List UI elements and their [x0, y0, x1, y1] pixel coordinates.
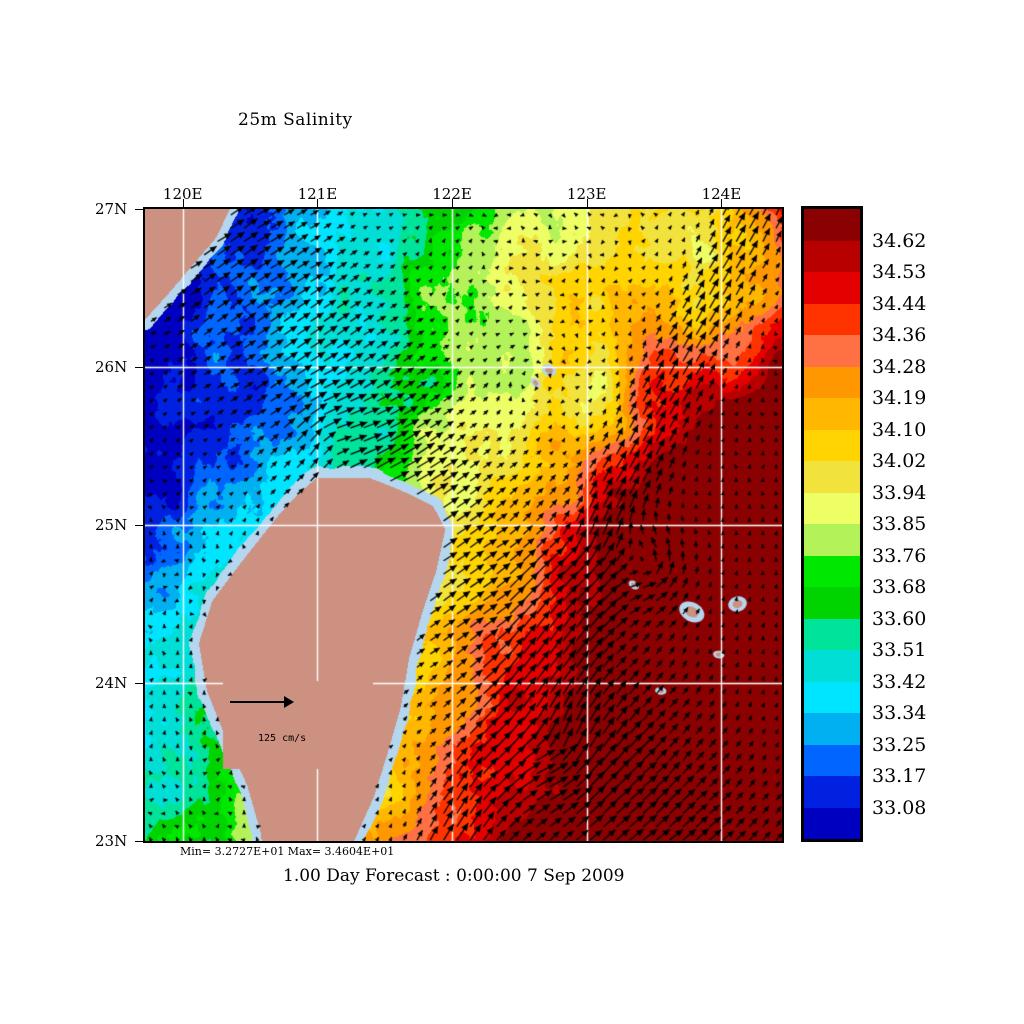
colorbar-band-3: [804, 303, 860, 335]
colorbar-label-33.25: 33.25: [872, 733, 927, 756]
colorbar-label-33.34: 33.34: [872, 702, 927, 724]
map-plot-area: 125 cm/s: [143, 207, 784, 843]
colorbar-band-10: [804, 524, 860, 556]
lon-tick-122E: [452, 199, 454, 207]
salinity-field-canvas: [145, 209, 782, 841]
colorbar-label-34.44: 34.44: [872, 292, 927, 315]
lon-tick-label-120E: 120E: [162, 185, 203, 203]
colorbar-label-34.10: 34.10: [872, 418, 927, 441]
colorbar-label-33.60: 33.60: [872, 607, 927, 630]
lat-tick-26N: [135, 367, 143, 368]
colorbar-label-33.08: 33.08: [872, 796, 927, 819]
lat-tick-label-24N: 24N: [95, 674, 128, 692]
colorbar-band-12: [804, 587, 860, 619]
colorbar-band-13: [804, 618, 860, 650]
lat-tick-25N: [135, 525, 143, 526]
minmax-annotation: Min= 3.2727E+01 Max= 3.4604E+01: [180, 845, 395, 858]
forecast-annotation: 1.00 Day Forecast : 0:00:00 7 Sep 2009: [283, 866, 625, 886]
lon-tick-label-124E: 124E: [701, 185, 742, 203]
colorbar-band-0: [804, 209, 860, 241]
colorbar-band-17: [804, 744, 860, 776]
colorbar-band-19: [804, 807, 860, 839]
colorbar-label-33.51: 33.51: [872, 639, 927, 661]
lon-tick-123E: [586, 199, 588, 207]
lon-tick-label-123E: 123E: [566, 185, 607, 203]
colorbar-label-33.17: 33.17: [872, 765, 927, 787]
vector-scale-arrow-shaft: [230, 701, 290, 703]
lat-tick-label-26N: 26N: [95, 358, 128, 376]
colorbar-label-34.28: 34.28: [872, 355, 927, 378]
colorbar-band-6: [804, 398, 860, 430]
lat-tick-label-23N: 23N: [95, 832, 128, 850]
vector-scale-key: 125 cm/s: [230, 691, 360, 761]
vector-scale-arrow-head: [284, 696, 294, 708]
colorbar-band-11: [804, 555, 860, 587]
colorbar-band-7: [804, 429, 860, 461]
lon-tick-label-121E: 121E: [297, 185, 338, 203]
colorbar-label-34.02: 34.02: [872, 450, 927, 472]
colorbar-label-33.94: 33.94: [872, 481, 927, 504]
colorbar-label-33.85: 33.85: [872, 513, 927, 535]
colorbar-label-33.42: 33.42: [872, 670, 927, 693]
vector-scale-label: 125 cm/s: [258, 733, 307, 744]
colorbar-label-33.68: 33.68: [872, 576, 927, 598]
lon-tick-121E: [317, 199, 319, 207]
colorbar-label-34.36: 34.36: [872, 324, 927, 346]
lat-tick-label-25N: 25N: [95, 516, 128, 534]
lat-tick-27N: [135, 209, 143, 210]
colorbar: [801, 206, 863, 842]
colorbar-band-18: [804, 776, 860, 808]
page-title: 25m Salinity: [238, 110, 353, 130]
lat-tick-24N: [135, 683, 143, 684]
colorbar-band-9: [804, 492, 860, 524]
colorbar-band-8: [804, 461, 860, 493]
colorbar-band-16: [804, 713, 860, 745]
colorbar-band-5: [804, 366, 860, 398]
lon-tick-label-122E: 122E: [432, 185, 472, 203]
colorbar-label-34.19: 34.19: [872, 387, 927, 409]
lat-tick-23N: [135, 841, 143, 842]
colorbar-label-34.53: 34.53: [872, 261, 927, 283]
colorbar-band-2: [804, 272, 860, 304]
colorbar-band-14: [804, 650, 860, 682]
lat-tick-label-27N: 27N: [95, 200, 128, 218]
colorbar-label-33.76: 33.76: [872, 544, 927, 567]
lon-tick-120E: [182, 199, 184, 207]
colorbar-band-4: [804, 335, 860, 367]
lon-tick-124E: [721, 199, 723, 207]
colorbar-band-1: [804, 240, 860, 272]
colorbar-label-34.62: 34.62: [872, 229, 927, 252]
colorbar-band-15: [804, 681, 860, 713]
